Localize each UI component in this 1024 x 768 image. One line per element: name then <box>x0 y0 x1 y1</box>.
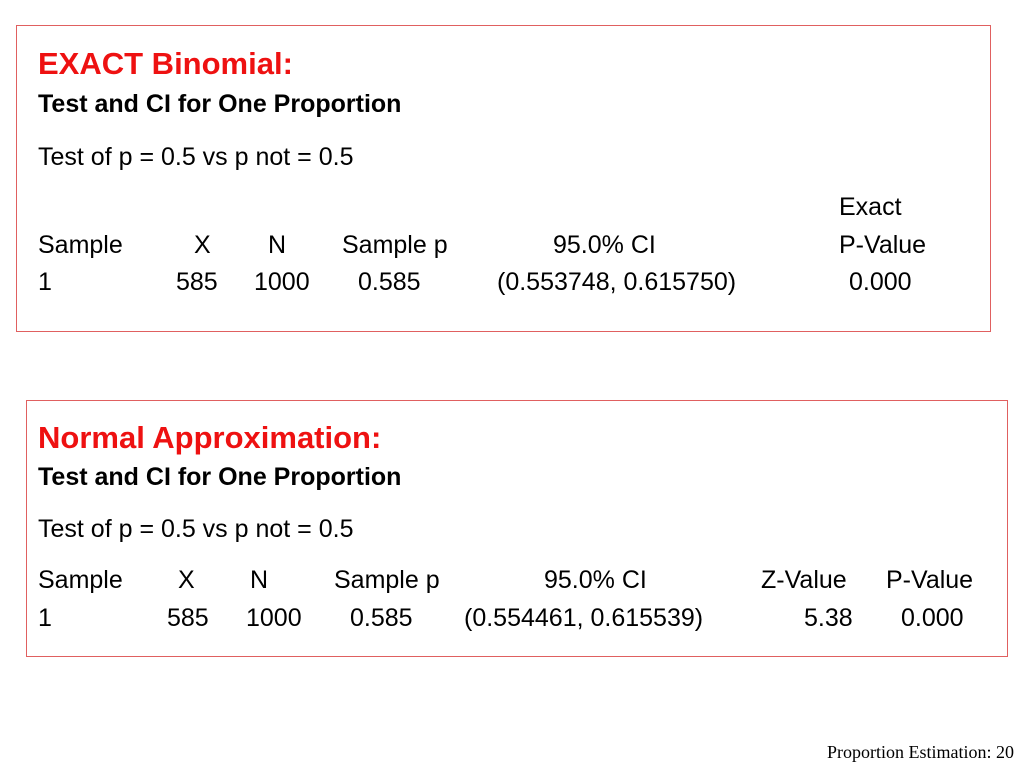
normal-header-z-value: Z-Value <box>761 566 847 594</box>
normal-header-n: N <box>250 566 269 594</box>
exact-row-ci: (0.553748, 0.615750) <box>497 268 737 296</box>
normal-approximation-panel <box>26 400 1008 657</box>
exact-row-sample: 1 <box>38 268 52 296</box>
normal-subtitle: Test and CI for One Proportion <box>38 463 402 491</box>
normal-row-x: 585 <box>167 604 209 632</box>
exact-header-x: X <box>194 231 211 259</box>
exact-header-sample: Sample <box>38 231 123 259</box>
exact-row-x: 585 <box>176 268 218 296</box>
exact-header-ci: 95.0% CI <box>553 231 656 259</box>
normal-row-p-value: 0.000 <box>901 604 964 632</box>
normal-row-sample: 1 <box>38 604 52 632</box>
exact-row-sample-p: 0.585 <box>358 268 421 296</box>
exact-header-p-value: P-Value <box>839 231 927 259</box>
normal-header-p-value: P-Value <box>886 566 974 594</box>
exact-row-p-value: 0.000 <box>849 268 912 296</box>
exact-test-line: Test of p = 0.5 vs p not = 0.5 <box>38 143 354 171</box>
exact-heading: EXACT Binomial: <box>38 46 293 81</box>
exact-subtitle: Test and CI for One Proportion <box>38 90 402 118</box>
normal-row-z-value: 5.38 <box>804 604 853 632</box>
normal-row-sample-p: 0.585 <box>350 604 413 632</box>
normal-row-ci: (0.554461, 0.615539) <box>464 604 704 632</box>
exact-row-n: 1000 <box>254 268 310 296</box>
exact-label: Exact <box>839 193 902 221</box>
slide-footer: Proportion Estimation: 20 <box>827 742 1014 762</box>
normal-header-sample: Sample <box>38 566 123 594</box>
normal-header-x: X <box>178 566 195 594</box>
normal-test-line: Test of p = 0.5 vs p not = 0.5 <box>38 515 354 543</box>
normal-row-n: 1000 <box>246 604 302 632</box>
exact-binomial-panel <box>16 25 991 332</box>
exact-header-sample-p: Sample p <box>342 231 448 259</box>
exact-header-n: N <box>268 231 287 259</box>
normal-header-ci: 95.0% CI <box>544 566 647 594</box>
normal-header-sample-p: Sample p <box>334 566 440 594</box>
normal-heading: Normal Approximation: <box>38 420 382 455</box>
